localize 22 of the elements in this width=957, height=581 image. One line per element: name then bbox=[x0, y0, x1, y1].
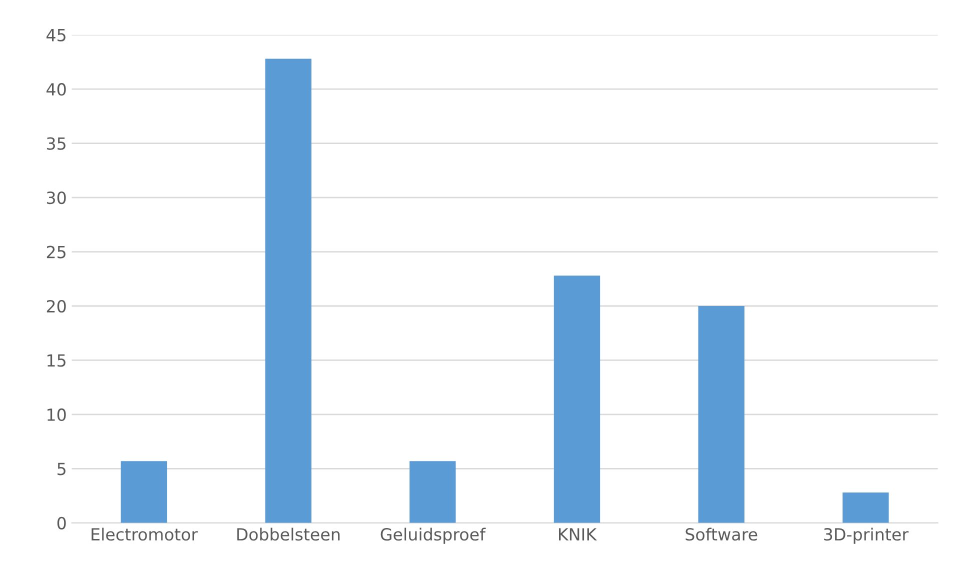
y-tick-label: 35 bbox=[46, 137, 66, 150]
y-tick-label: 20 bbox=[46, 300, 66, 313]
bar bbox=[554, 276, 600, 523]
y-tick-label: 15 bbox=[48, 354, 66, 367]
x-tick-label: Electromotor bbox=[92, 528, 198, 541]
y-tick-label: 5 bbox=[58, 462, 66, 476]
x-tick-label: Geluidsproef bbox=[380, 528, 486, 544]
y-tick-label: 10 bbox=[48, 408, 66, 422]
y-tick-label: 40 bbox=[46, 83, 66, 96]
y-tick-label: 0 bbox=[57, 516, 66, 530]
bar bbox=[265, 58, 312, 523]
bar bbox=[120, 461, 168, 523]
y-tick-label: 30 bbox=[46, 192, 66, 204]
x-tick-label: Dobbelsteen bbox=[237, 528, 340, 541]
x-tick-label: KNIK bbox=[559, 528, 597, 540]
bar bbox=[842, 492, 889, 523]
y-tick-label: 25 bbox=[46, 246, 66, 258]
x-tick-label: Software bbox=[686, 528, 758, 541]
y-tick-label: 45 bbox=[46, 29, 66, 42]
bar bbox=[410, 461, 456, 523]
x-tick-label: 3D-printer bbox=[824, 528, 909, 544]
bar bbox=[698, 306, 744, 523]
